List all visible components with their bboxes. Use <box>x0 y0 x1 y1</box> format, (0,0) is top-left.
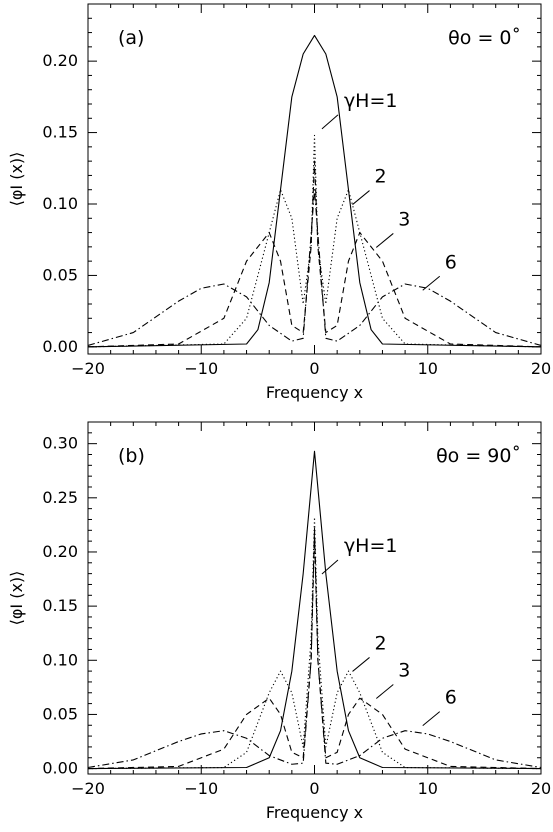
series-line-dashed <box>87 160 542 348</box>
curve-label-leader <box>321 114 339 130</box>
curve-label: 6 <box>445 251 457 273</box>
series-line-dashdot <box>87 189 542 346</box>
y-tick-label: 0.05 <box>42 704 78 723</box>
y-axis-title: ⟨φI (x)⟩ <box>7 571 26 626</box>
series-line-dashed <box>87 527 542 770</box>
curve-label: γH=1 <box>344 535 398 557</box>
curve-label-leader <box>375 684 394 699</box>
x-tick-label: −20 <box>71 779 105 798</box>
series-line-dashdot <box>87 535 542 769</box>
angle-annotation: θo = 0˚ <box>448 27 521 49</box>
series-line-dotted <box>87 134 542 348</box>
x-tick-label: 0 <box>309 359 319 378</box>
curve-label: 3 <box>398 208 410 230</box>
x-axis-title: Frequency x <box>266 803 363 822</box>
curve-label-leader <box>352 657 370 672</box>
y-tick-label: 0.15 <box>42 123 78 142</box>
y-tick-label: 0.30 <box>42 434 78 453</box>
y-tick-label: 0.25 <box>42 488 78 507</box>
panel-label: (a) <box>118 27 144 49</box>
x-tick-label: 20 <box>531 359 551 378</box>
x-tick-label: 10 <box>418 779 438 798</box>
curve-label-leader <box>375 233 394 248</box>
x-tick-label: −10 <box>184 779 218 798</box>
y-tick-label: 0.20 <box>42 542 78 561</box>
curve-label: 3 <box>398 660 410 682</box>
x-tick-label: 10 <box>418 359 438 378</box>
plot-frame <box>87 421 542 775</box>
x-tick-label: −10 <box>184 359 218 378</box>
curve-label-leader <box>352 190 370 205</box>
plot-frame <box>87 3 542 355</box>
angle-annotation: θo = 90˚ <box>436 445 521 467</box>
series-line-dotted <box>87 516 542 770</box>
curve-label: γH=1 <box>344 90 398 112</box>
panel-label: (b) <box>118 445 145 467</box>
x-tick-label: −20 <box>71 359 105 378</box>
curve-label: 2 <box>375 632 387 654</box>
y-tick-label: 0.15 <box>42 596 78 615</box>
y-tick-label: 0.00 <box>42 337 78 356</box>
x-tick-label: 20 <box>531 779 551 798</box>
y-tick-label: 0.10 <box>42 650 78 669</box>
series-line-solid <box>87 450 542 770</box>
curve-label: 6 <box>445 687 457 709</box>
series-line-solid <box>87 34 542 348</box>
x-axis-title: Frequency x <box>266 383 363 402</box>
y-axis-title: ⟨φI (x)⟩ <box>7 152 26 207</box>
curve-label-leader <box>321 559 339 575</box>
y-tick-label: 0.10 <box>42 194 78 213</box>
x-tick-label: 0 <box>309 779 319 798</box>
panel-b: −20 −10 0 10 20 0.00 0.05 0.10 0.15 0.20 0.25 0.30 γ… <box>7 421 551 822</box>
curve-label-leader <box>422 275 441 291</box>
y-tick-label: 0.05 <box>42 265 78 284</box>
y-tick-label: 0.00 <box>42 759 78 778</box>
curve-label: 2 <box>375 166 387 188</box>
y-tick-label: 0.20 <box>42 51 78 70</box>
panel-a: −20 −10 0 10 20 0.00 0.05 0.10 0.15 0.20 γH=1 23 6 (a… <box>7 3 551 402</box>
curve-label-leader <box>422 711 441 726</box>
